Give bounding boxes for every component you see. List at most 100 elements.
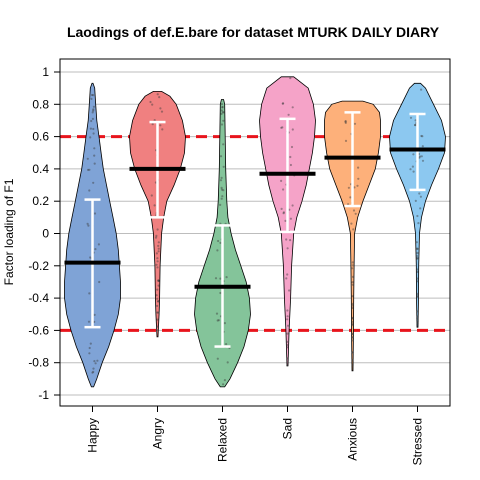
data-point	[351, 332, 354, 335]
data-point	[417, 222, 420, 225]
data-point	[414, 123, 417, 127]
data-point	[286, 346, 289, 349]
data-point	[416, 292, 419, 295]
data-point	[223, 322, 226, 325]
violin-sad	[259, 76, 316, 367]
data-point	[415, 241, 418, 244]
data-point	[289, 77, 292, 80]
data-point	[419, 195, 422, 198]
data-point	[344, 120, 347, 123]
data-point	[351, 317, 354, 320]
data-point	[159, 124, 162, 127]
violin-stressed	[389, 82, 446, 328]
data-point	[221, 111, 224, 114]
data-point	[158, 96, 161, 99]
data-point	[157, 250, 160, 253]
data-point	[156, 325, 159, 328]
data-point	[351, 320, 354, 323]
data-point	[156, 93, 159, 96]
data-point	[225, 343, 228, 346]
data-point	[92, 127, 95, 131]
violin-anxious	[324, 100, 381, 372]
data-point	[214, 277, 218, 280]
data-point	[215, 312, 219, 315]
data-point	[416, 251, 419, 255]
data-point	[282, 212, 285, 215]
data-point	[220, 112, 223, 115]
data-point	[94, 248, 97, 251]
data-point	[151, 103, 154, 106]
data-point	[353, 122, 357, 125]
y-axis: -1 -0.8 -0.6 -0.4 -0.2 0 0.2 0.4 0.6 0.8 1	[28, 65, 60, 402]
data-point	[349, 196, 352, 199]
chart-title: Laodings of def.E.bare for dataset MTURK…	[67, 24, 440, 40]
data-point	[219, 203, 222, 206]
reference-lines	[60, 135, 450, 332]
data-point	[93, 313, 96, 316]
data-point	[415, 254, 418, 258]
data-point	[352, 228, 355, 231]
data-point	[351, 283, 354, 286]
data-point	[221, 106, 224, 109]
data-point	[416, 256, 419, 260]
data-point	[351, 363, 354, 367]
data-point	[222, 189, 225, 192]
violins	[64, 76, 446, 388]
data-point	[284, 219, 287, 222]
data-point	[421, 159, 425, 162]
data-point	[416, 310, 419, 313]
data-point	[88, 292, 91, 295]
data-point	[96, 359, 99, 362]
data-point	[92, 132, 95, 135]
data-point	[414, 199, 417, 202]
x-tick-label: Sad	[281, 418, 295, 439]
data-point	[92, 109, 95, 112]
data-point	[92, 105, 95, 108]
data-point	[351, 336, 354, 339]
data-point	[351, 324, 354, 327]
data-point	[409, 168, 412, 171]
data-point	[160, 110, 164, 113]
data-point	[350, 222, 353, 225]
y-tick-label: -0.6	[28, 323, 49, 337]
y-tick-label: -0.2	[28, 259, 49, 273]
data-point	[421, 135, 424, 138]
y-tick-label: 0.6	[32, 130, 49, 144]
data-point	[285, 340, 289, 343]
data-point	[351, 264, 354, 267]
data-point	[220, 123, 224, 126]
data-point	[351, 351, 354, 354]
data-point	[357, 177, 360, 180]
data-point	[156, 260, 159, 263]
data-point	[286, 247, 289, 250]
data-point	[156, 297, 159, 300]
data-point	[98, 280, 101, 284]
data-point	[157, 300, 160, 303]
data-point	[415, 268, 419, 271]
data-point	[155, 234, 158, 237]
data-point	[225, 276, 228, 279]
data-point	[344, 120, 347, 123]
data-point	[357, 166, 360, 169]
plot-frame	[59, 58, 451, 407]
data-point	[153, 119, 156, 122]
x-tick-label: Relaxed	[216, 418, 230, 462]
data-point	[90, 93, 94, 97]
data-point	[287, 113, 290, 116]
data-point	[91, 111, 94, 114]
data-point	[222, 111, 225, 114]
data-point	[416, 247, 419, 250]
data-point	[92, 181, 95, 184]
data-point	[353, 186, 356, 189]
data-point	[280, 179, 283, 182]
data-point	[151, 123, 154, 126]
data-point	[222, 143, 225, 146]
x-tick-label: Happy	[86, 418, 100, 453]
data-point	[286, 273, 289, 276]
data-point	[156, 257, 159, 260]
data-point	[219, 291, 222, 295]
data-point	[155, 263, 158, 266]
x-tick-label: Stressed	[411, 418, 425, 465]
data-point	[88, 346, 91, 350]
data-point	[157, 279, 160, 282]
